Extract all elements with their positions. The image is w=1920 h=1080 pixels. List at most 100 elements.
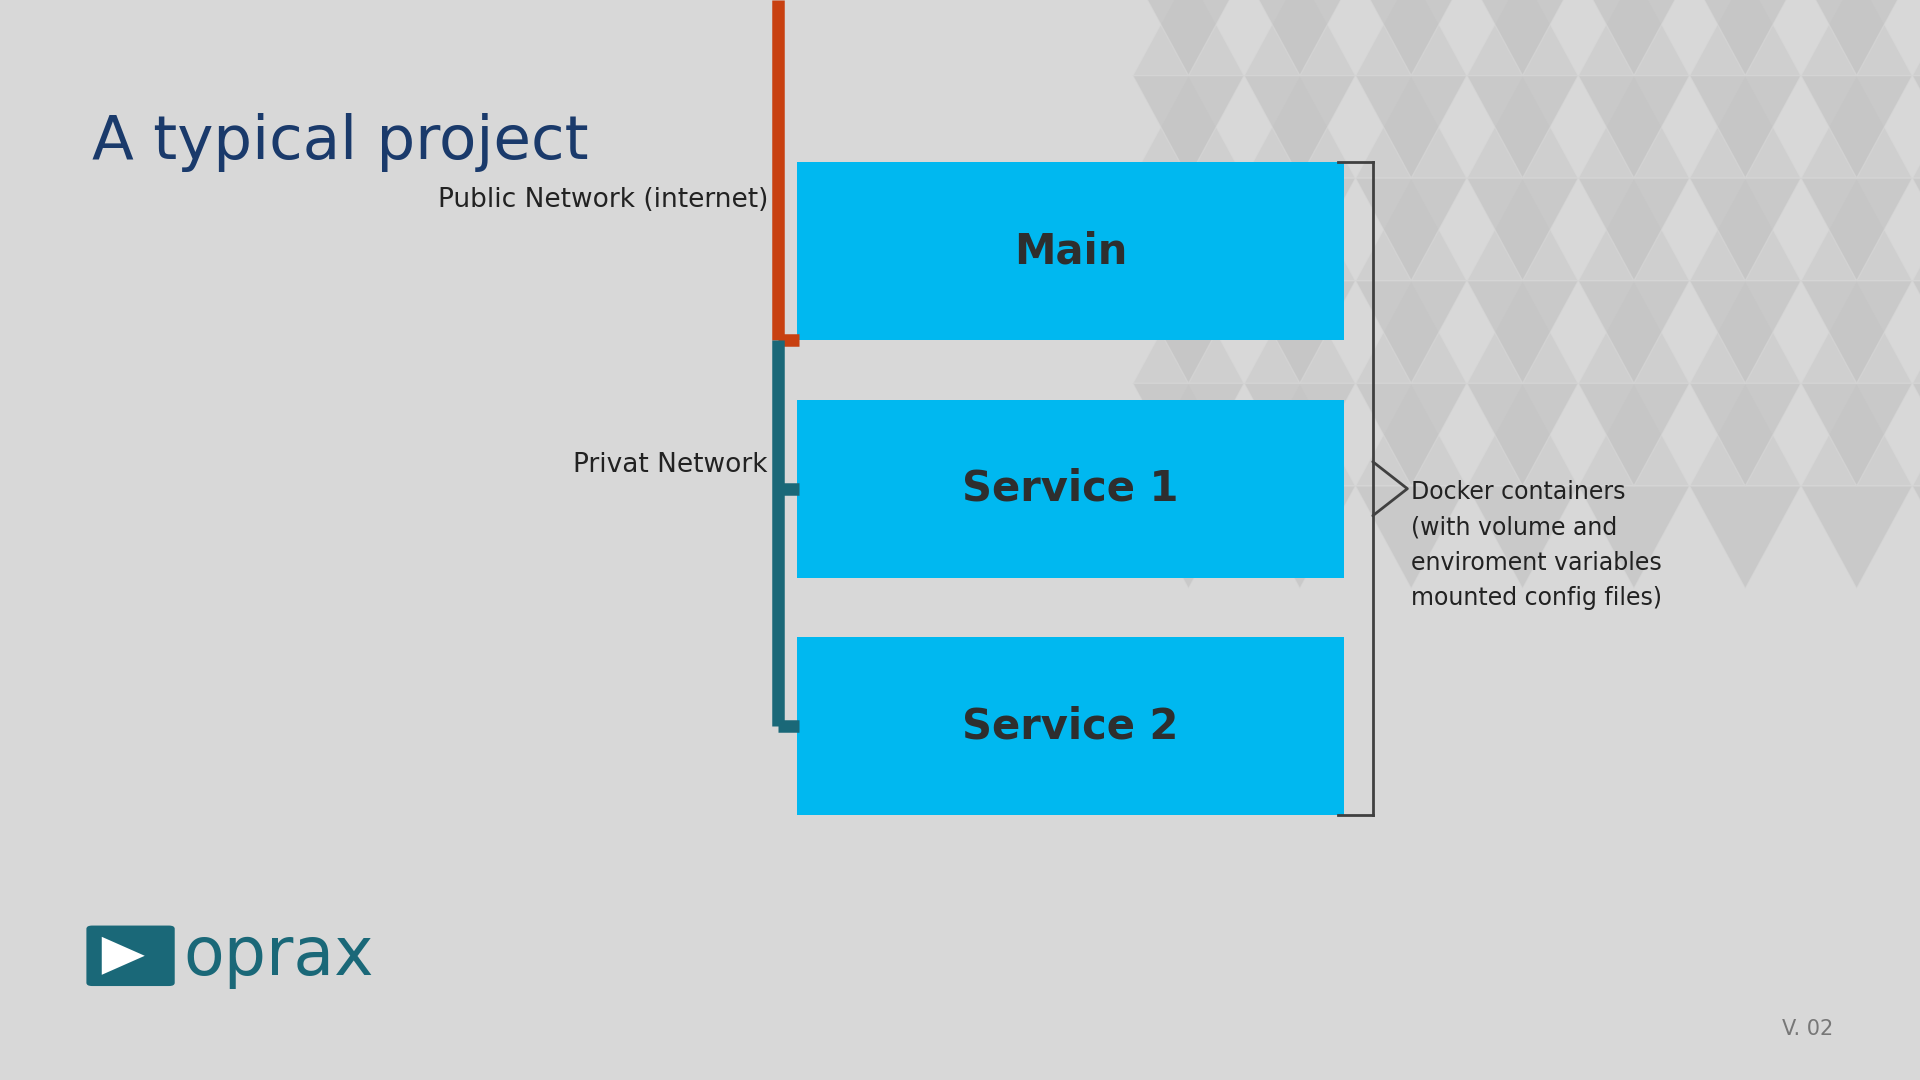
- Polygon shape: [1578, 0, 1690, 76]
- Polygon shape: [1244, 281, 1356, 383]
- Polygon shape: [1912, 486, 1920, 589]
- Polygon shape: [1578, 178, 1690, 281]
- Polygon shape: [1467, 486, 1578, 589]
- Polygon shape: [1467, 76, 1578, 178]
- Text: A typical project: A typical project: [92, 113, 589, 173]
- Polygon shape: [1356, 178, 1467, 281]
- Polygon shape: [1244, 281, 1356, 383]
- Polygon shape: [1578, 281, 1690, 383]
- Polygon shape: [1690, 383, 1801, 486]
- FancyBboxPatch shape: [86, 926, 175, 986]
- Polygon shape: [1356, 76, 1467, 178]
- Polygon shape: [1133, 76, 1244, 178]
- Polygon shape: [1690, 0, 1801, 76]
- Polygon shape: [1356, 383, 1467, 486]
- Polygon shape: [1244, 383, 1356, 486]
- Polygon shape: [1244, 178, 1356, 281]
- Text: Service 1: Service 1: [962, 468, 1179, 510]
- Polygon shape: [1356, 178, 1467, 281]
- Polygon shape: [1356, 281, 1467, 383]
- Polygon shape: [1801, 383, 1912, 486]
- Polygon shape: [1133, 486, 1244, 589]
- Polygon shape: [1356, 486, 1467, 589]
- FancyBboxPatch shape: [797, 400, 1344, 578]
- Polygon shape: [1133, 281, 1244, 383]
- Polygon shape: [1801, 178, 1912, 281]
- Polygon shape: [1578, 383, 1690, 486]
- Polygon shape: [1690, 486, 1801, 589]
- Polygon shape: [1578, 76, 1690, 178]
- Polygon shape: [1912, 76, 1920, 178]
- Polygon shape: [1912, 178, 1920, 281]
- Polygon shape: [102, 936, 144, 975]
- Polygon shape: [1133, 383, 1244, 486]
- Polygon shape: [1578, 486, 1690, 589]
- Polygon shape: [1801, 281, 1912, 383]
- Polygon shape: [1912, 0, 1920, 76]
- Polygon shape: [1133, 383, 1244, 486]
- Polygon shape: [1467, 0, 1578, 76]
- Polygon shape: [1244, 76, 1356, 178]
- Polygon shape: [1133, 0, 1244, 76]
- Polygon shape: [1356, 0, 1467, 76]
- Polygon shape: [1912, 383, 1920, 486]
- Polygon shape: [1244, 486, 1356, 589]
- Polygon shape: [1356, 0, 1467, 76]
- Polygon shape: [1912, 76, 1920, 178]
- Polygon shape: [1467, 383, 1578, 486]
- Polygon shape: [1801, 0, 1912, 76]
- Polygon shape: [1467, 281, 1578, 383]
- Polygon shape: [1912, 281, 1920, 383]
- Polygon shape: [1690, 178, 1801, 281]
- Polygon shape: [1244, 76, 1356, 178]
- Text: Docker containers
(with volume and
enviroment variables
mounted config files): Docker containers (with volume and envir…: [1411, 481, 1663, 610]
- Polygon shape: [1690, 0, 1801, 76]
- Polygon shape: [1912, 178, 1920, 281]
- Polygon shape: [1690, 76, 1801, 178]
- Polygon shape: [1801, 486, 1912, 589]
- Polygon shape: [1244, 0, 1356, 76]
- Polygon shape: [1244, 383, 1356, 486]
- Polygon shape: [1356, 383, 1467, 486]
- Polygon shape: [1467, 178, 1578, 281]
- Polygon shape: [1578, 178, 1690, 281]
- Polygon shape: [1801, 0, 1912, 76]
- Polygon shape: [1133, 76, 1244, 178]
- Polygon shape: [1801, 281, 1912, 383]
- Polygon shape: [1690, 76, 1801, 178]
- Polygon shape: [1133, 178, 1244, 281]
- Polygon shape: [1133, 178, 1244, 281]
- Text: Main: Main: [1014, 230, 1127, 272]
- Polygon shape: [1467, 178, 1578, 281]
- Polygon shape: [1467, 281, 1578, 383]
- Polygon shape: [1356, 76, 1467, 178]
- Polygon shape: [1690, 383, 1801, 486]
- FancyBboxPatch shape: [797, 637, 1344, 815]
- Polygon shape: [1467, 383, 1578, 486]
- Polygon shape: [1578, 0, 1690, 76]
- Polygon shape: [1244, 178, 1356, 281]
- Polygon shape: [1801, 76, 1912, 178]
- Polygon shape: [1912, 383, 1920, 486]
- Polygon shape: [1133, 281, 1244, 383]
- Text: Public Network (internet): Public Network (internet): [438, 187, 768, 213]
- Text: Privat Network: Privat Network: [574, 451, 768, 477]
- Polygon shape: [1244, 0, 1356, 76]
- Polygon shape: [1467, 76, 1578, 178]
- Polygon shape: [1690, 281, 1801, 383]
- Polygon shape: [1578, 383, 1690, 486]
- Text: Service 2: Service 2: [962, 705, 1179, 747]
- Polygon shape: [1801, 76, 1912, 178]
- Polygon shape: [1912, 281, 1920, 383]
- Text: oprax: oprax: [184, 922, 374, 989]
- Text: V. 02: V. 02: [1782, 1018, 1834, 1039]
- Polygon shape: [1467, 0, 1578, 76]
- Polygon shape: [1690, 281, 1801, 383]
- Polygon shape: [1133, 0, 1244, 76]
- Polygon shape: [1690, 178, 1801, 281]
- Polygon shape: [1912, 0, 1920, 76]
- Polygon shape: [1356, 281, 1467, 383]
- Polygon shape: [1578, 281, 1690, 383]
- Polygon shape: [1801, 178, 1912, 281]
- FancyBboxPatch shape: [797, 162, 1344, 340]
